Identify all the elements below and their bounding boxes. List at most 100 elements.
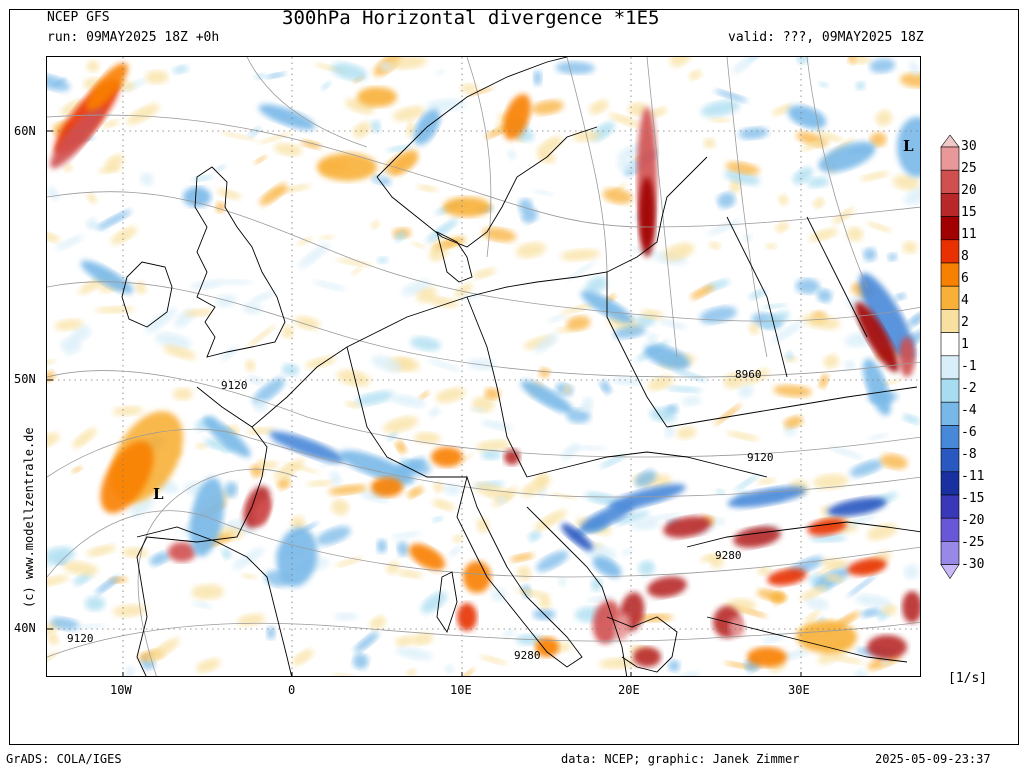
divergence-cell	[855, 81, 866, 91]
divergence-cell	[560, 249, 600, 261]
divergence-cell	[102, 119, 120, 128]
divergence-cell	[715, 489, 725, 495]
height-contour-line	[646, 57, 678, 358]
divergence-cell	[748, 323, 760, 335]
height-contour-line	[47, 510, 920, 578]
divergence-cell	[658, 319, 688, 330]
divergence-cell	[47, 432, 60, 448]
coastline-border	[436, 571, 458, 634]
colorbar-bottom-arrow	[940, 564, 960, 580]
divergence-cell	[703, 138, 716, 149]
divergence-cell	[708, 117, 732, 123]
divergence-cell	[55, 234, 84, 251]
divergence-cell	[95, 576, 120, 595]
divergence-cell	[273, 459, 306, 480]
divergence-cell	[496, 495, 507, 505]
run-info: run: 09MAY2025 18Z +0h	[47, 30, 220, 45]
coastline-border	[606, 616, 678, 673]
divergence-cell	[571, 445, 608, 451]
lat-label: 40N	[14, 621, 36, 635]
coastline-border	[686, 521, 920, 548]
divergence-cell	[557, 577, 567, 587]
coastline-border	[136, 156, 708, 676]
divergence-cell	[589, 99, 609, 115]
divergence-cell	[647, 375, 674, 391]
divergence-cell	[795, 278, 820, 294]
divergence-cell	[371, 355, 402, 373]
divergence-cell	[887, 253, 898, 262]
divergence-cell	[724, 170, 761, 186]
divergence-cell	[855, 302, 899, 372]
divergence-cell	[443, 197, 491, 217]
divergence-cell	[717, 192, 736, 209]
divergence-cell	[72, 623, 108, 630]
divergence-cell	[761, 303, 787, 309]
divergence-cell	[743, 369, 770, 384]
divergence-cell	[585, 492, 621, 506]
colorbar-tick-label: 2	[961, 314, 969, 330]
divergence-cell	[792, 166, 814, 185]
divergence-cell	[909, 61, 920, 76]
footer-timestamp: 2025-05-09-23:37	[875, 752, 991, 766]
height-contour-line	[47, 114, 920, 228]
divergence-cell	[899, 72, 920, 88]
divergence-cell	[379, 61, 393, 72]
divergence-cell	[395, 647, 433, 660]
divergence-cell	[578, 404, 588, 412]
divergence-cell	[436, 69, 445, 76]
divergence-cell	[668, 659, 680, 672]
divergence-cell	[902, 414, 920, 424]
divergence-cell	[854, 594, 892, 608]
divergence-cell	[610, 376, 643, 386]
divergence-cell	[224, 481, 238, 498]
divergence-cell	[449, 545, 462, 557]
divergence-cell	[390, 153, 418, 176]
divergence-cell	[700, 554, 717, 563]
divergence-cell	[709, 241, 721, 250]
coastline-border	[526, 451, 768, 478]
divergence-cell	[863, 358, 891, 416]
divergence-cell	[196, 658, 221, 673]
divergence-cell	[482, 227, 517, 243]
divergence-cell	[112, 406, 143, 416]
divergence-cell	[281, 325, 294, 339]
divergence-cell	[476, 517, 490, 533]
divergence-cell	[757, 589, 786, 602]
coastline-border	[136, 526, 292, 676]
divergence-cell	[410, 336, 441, 351]
divergence-cell	[72, 466, 83, 474]
divergence-cell	[317, 153, 377, 181]
divergence-cell	[520, 380, 574, 414]
footer-credit: data: NCEP; graphic: Janek Zimmer	[561, 752, 800, 766]
divergence-cell	[60, 336, 80, 350]
divergence-cell	[432, 499, 455, 511]
divergence-cell	[491, 588, 506, 602]
divergence-cell	[184, 308, 213, 317]
divergence-cell	[121, 547, 149, 558]
divergence-cell	[639, 177, 655, 257]
divergence-cell	[97, 210, 132, 230]
divergence-cell	[770, 321, 804, 344]
divergence-cell	[849, 459, 884, 477]
divergence-cell	[387, 432, 398, 441]
divergence-cell	[84, 596, 106, 611]
coastline-border	[606, 272, 668, 428]
divergence-cell	[844, 360, 855, 370]
divergence-cell	[561, 443, 580, 460]
map-canvas	[47, 57, 920, 676]
colorbar-tick-label: 6	[961, 270, 969, 286]
divergence-cell	[72, 428, 97, 449]
divergence-cell	[258, 132, 292, 144]
divergence-cell	[336, 369, 371, 387]
divergence-cell	[561, 523, 593, 551]
colorbar-tick-label: -4	[961, 402, 977, 418]
divergence-cell	[47, 651, 59, 664]
divergence-cell	[240, 573, 258, 580]
divergence-cell	[95, 306, 135, 314]
divergence-cell	[359, 490, 389, 503]
height-contour-line	[246, 57, 368, 148]
divergence-cell	[414, 432, 441, 444]
divergence-cell	[531, 100, 564, 115]
divergence-cell	[357, 87, 397, 107]
divergence-cell	[469, 407, 487, 412]
